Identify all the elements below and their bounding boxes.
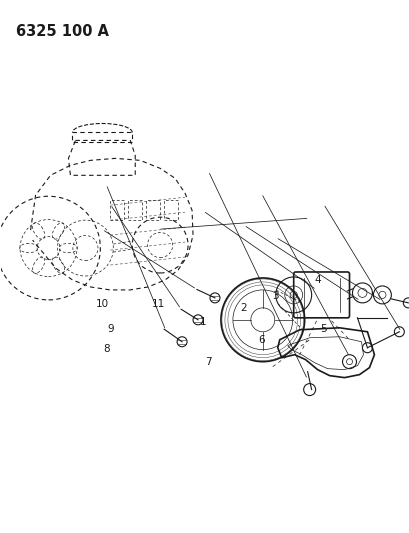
Text: 8: 8 [103, 344, 109, 354]
Bar [110, 200, 124, 220]
Text: 6: 6 [257, 335, 264, 345]
Text: 9: 9 [107, 324, 113, 334]
Text: 1: 1 [199, 317, 206, 327]
Text: 2: 2 [240, 303, 247, 313]
Bar [146, 200, 160, 220]
Bar [128, 200, 142, 220]
Text: 3: 3 [272, 290, 278, 301]
Text: 4: 4 [313, 275, 320, 285]
Text: 5: 5 [319, 324, 326, 334]
Text: 10: 10 [95, 298, 108, 309]
Text: 7: 7 [204, 357, 211, 367]
Bar [164, 200, 178, 220]
Text: 6325 100 A: 6325 100 A [16, 24, 108, 39]
Text: 11: 11 [151, 298, 164, 309]
